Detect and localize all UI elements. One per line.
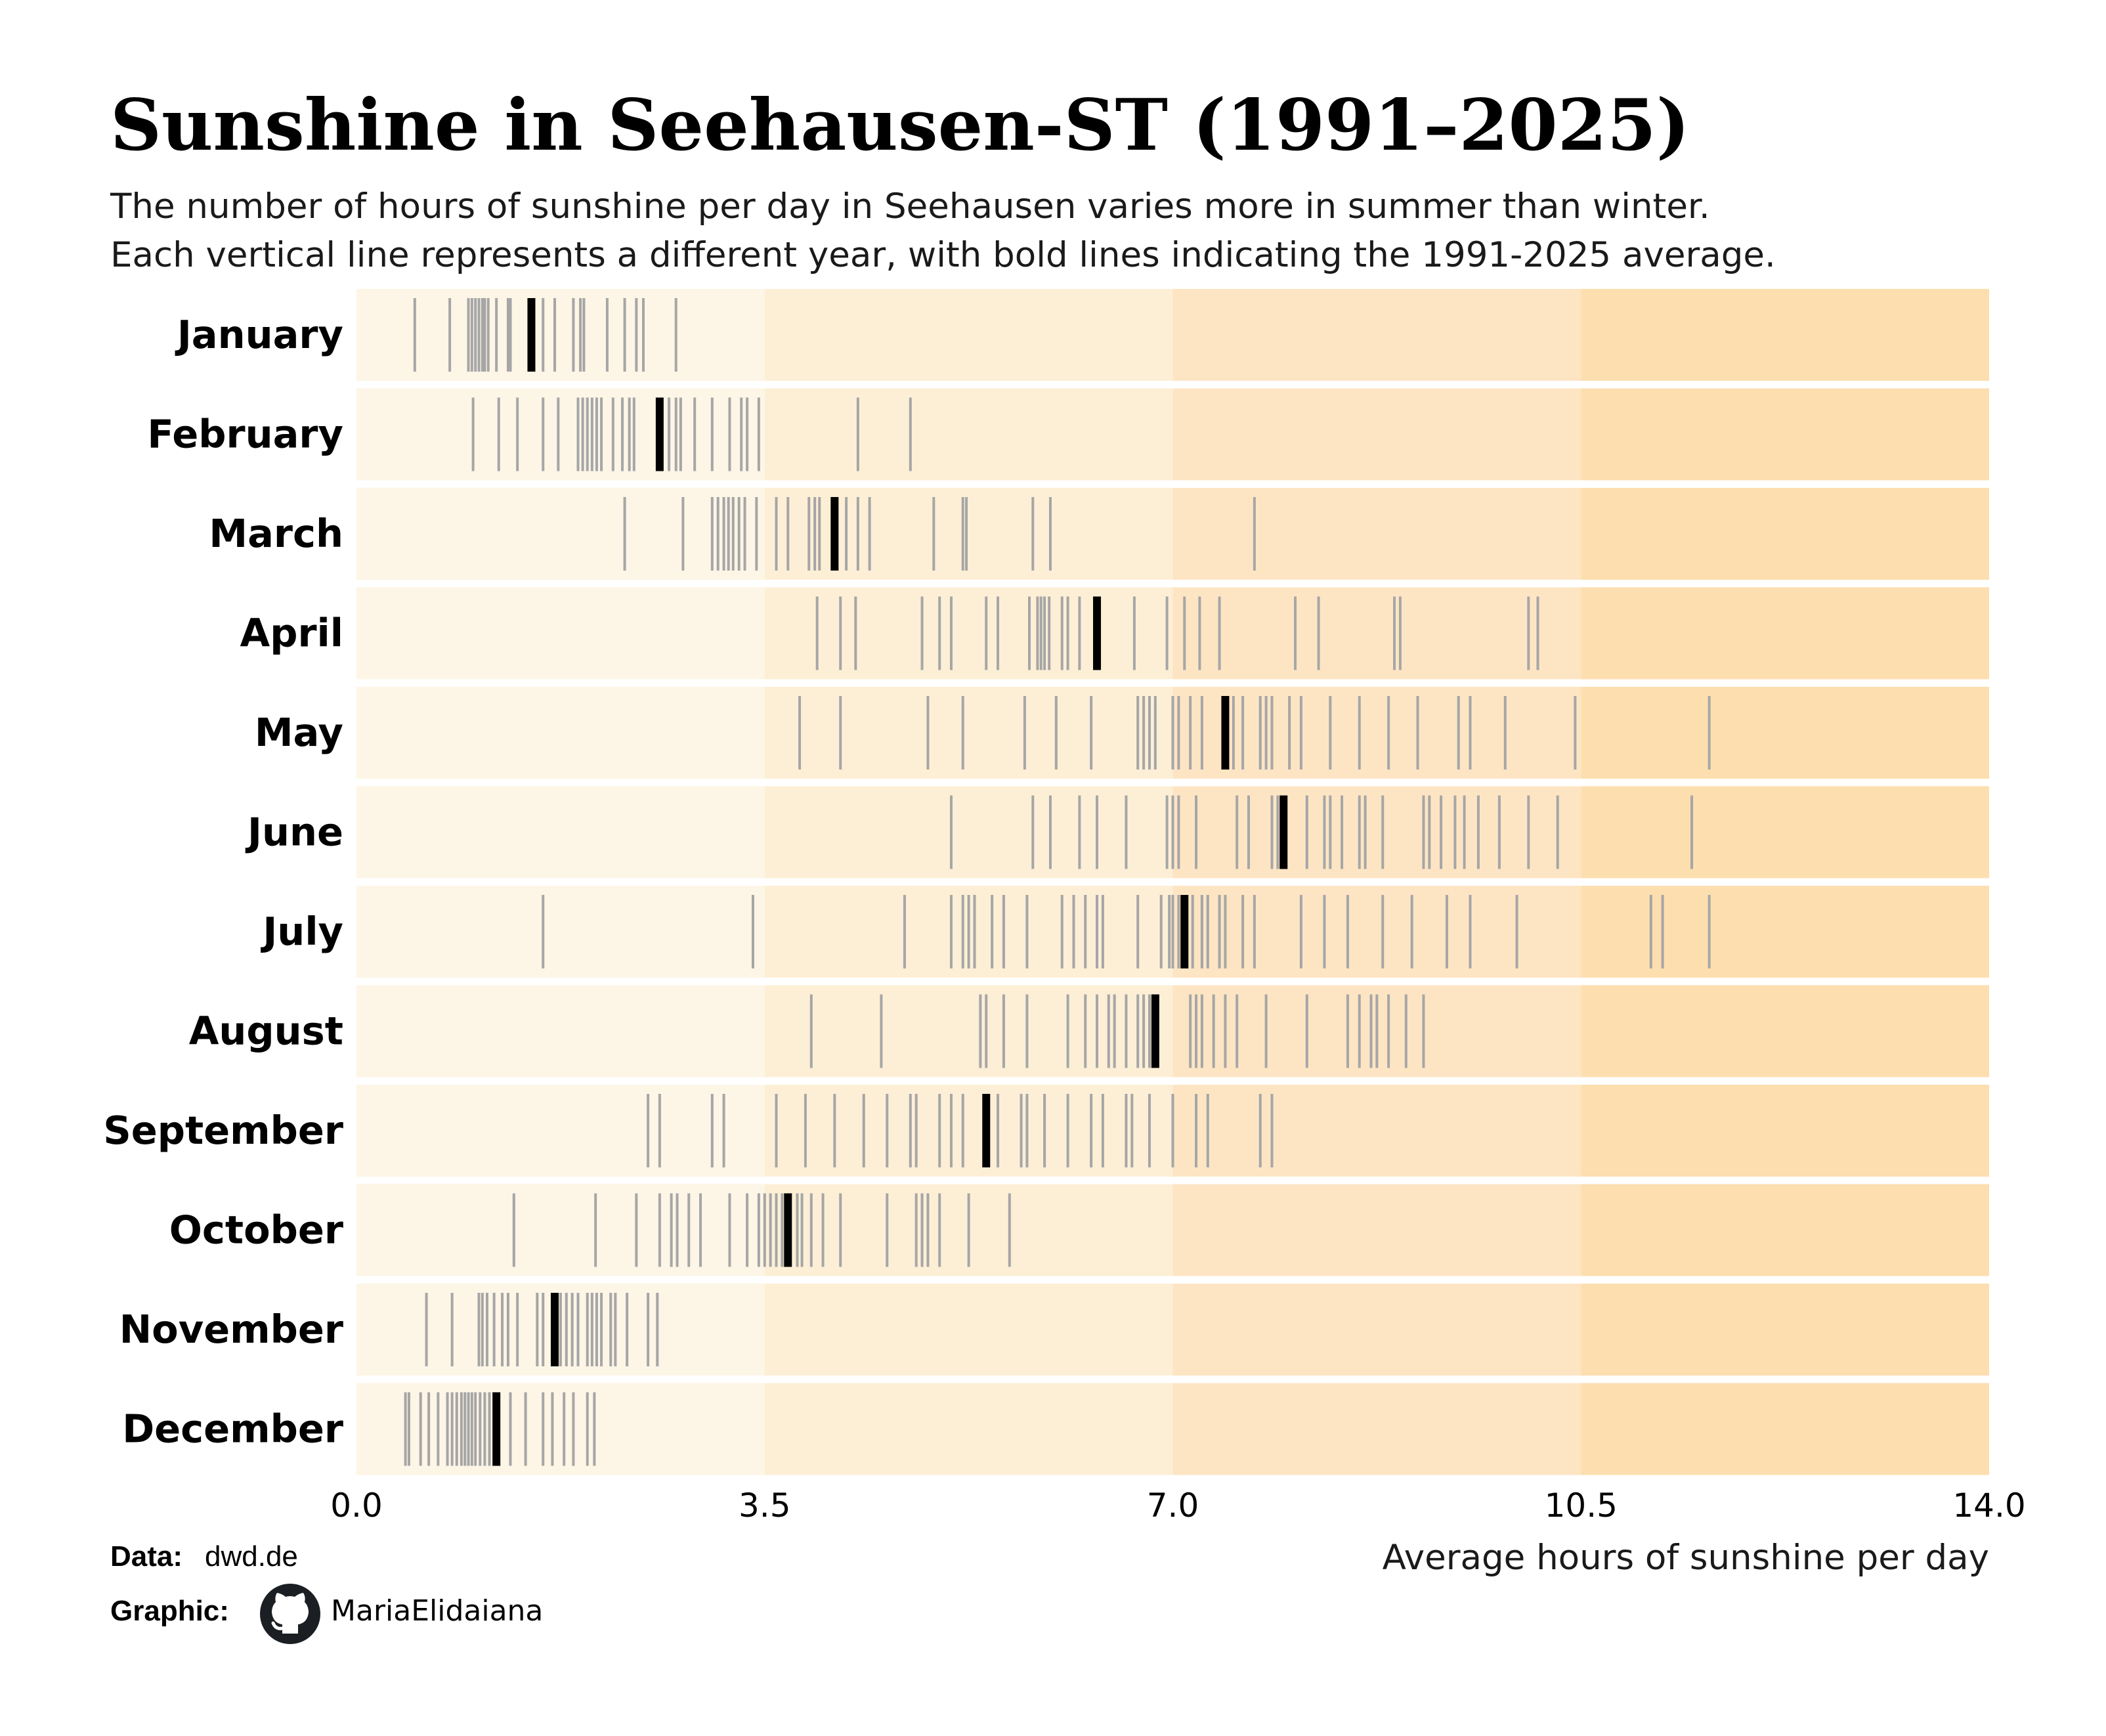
band-december-0 (356, 1383, 765, 1475)
month-label-october: October (169, 1207, 343, 1253)
band-february-0 (356, 388, 765, 481)
band-august-3 (1581, 985, 1989, 1077)
band-september-2 (1172, 1085, 1581, 1177)
band-may-3 (1581, 687, 1989, 779)
band-april-1 (764, 587, 1173, 680)
band-june-1 (764, 786, 1173, 879)
band-december-1 (764, 1383, 1173, 1475)
month-row-october: October (169, 1184, 1989, 1276)
band-december-2 (1172, 1383, 1581, 1475)
month-label-august: August (189, 1009, 343, 1054)
month-row-september: September (103, 1085, 1989, 1177)
month-row-january: January (175, 289, 1989, 381)
band-september-3 (1581, 1085, 1989, 1177)
band-june-3 (1581, 786, 1989, 879)
band-may-2 (1172, 687, 1581, 779)
band-january-1 (764, 289, 1173, 381)
band-april-0 (356, 587, 765, 680)
chart-title: Sunshine in Seehausen-ST (1991–2025) (110, 84, 1690, 167)
band-october-2 (1172, 1184, 1581, 1276)
x-tick-label-0: 0.0 (330, 1486, 383, 1525)
month-label-february: February (147, 412, 343, 457)
band-april-2 (1172, 587, 1581, 680)
month-label-march: March (209, 511, 343, 556)
month-row-may: May (255, 687, 1989, 779)
month-label-november: November (119, 1307, 343, 1352)
month-label-june: June (245, 810, 343, 855)
band-february-1 (764, 388, 1173, 481)
band-january-2 (1172, 289, 1581, 381)
band-december-3 (1581, 1383, 1989, 1475)
month-row-july: July (260, 886, 1989, 978)
credit-data-source: dwd.de (205, 1540, 298, 1573)
month-row-december: December (122, 1383, 1989, 1475)
chart-subtitle-line-2: Each vertical line represents a differen… (110, 235, 1776, 275)
month-row-november: November (119, 1284, 1989, 1376)
x-tick-label-2: 7.0 (1147, 1486, 1199, 1525)
month-label-december: December (122, 1406, 343, 1452)
band-march-0 (356, 488, 765, 580)
band-march-2 (1172, 488, 1581, 580)
month-row-february: February (147, 388, 1989, 481)
band-march-1 (764, 488, 1173, 580)
month-row-march: March (209, 488, 1989, 580)
credit-graphic-author: MariaElidaiana (331, 1594, 543, 1628)
x-tick-label-4: 14.0 (1952, 1486, 2025, 1525)
band-august-1 (764, 985, 1173, 1077)
month-label-may: May (255, 710, 343, 755)
credit-data-label: Data: (110, 1540, 183, 1573)
band-november-2 (1172, 1284, 1581, 1376)
band-july-3 (1581, 886, 1989, 978)
month-rows: January February March April May June July Augu… (103, 289, 1989, 1475)
month-label-september: September (103, 1108, 343, 1153)
month-row-april: April (240, 587, 1989, 680)
band-may-0 (356, 687, 765, 779)
credit-graphic-label: Graphic: (110, 1595, 229, 1627)
band-july-2 (1172, 886, 1581, 978)
band-july-0 (356, 886, 765, 978)
band-november-1 (764, 1284, 1173, 1376)
band-october-3 (1581, 1184, 1989, 1276)
band-march-3 (1581, 488, 1989, 580)
band-april-3 (1581, 587, 1989, 680)
band-january-0 (356, 289, 765, 381)
band-november-3 (1581, 1284, 1989, 1376)
chart-subtitle-line-1: The number of hours of sunshine per day … (110, 186, 1710, 227)
month-label-july: July (260, 909, 343, 954)
x-axis-ticks: 0.0 3.5 7.0 10.5 14.0 (330, 1486, 2025, 1525)
band-october-0 (356, 1184, 765, 1276)
x-tick-label-1: 3.5 (739, 1486, 791, 1525)
month-row-august: August (189, 985, 1989, 1077)
band-june-0 (356, 786, 765, 879)
month-label-april: April (240, 611, 343, 656)
github-icon (260, 1584, 320, 1644)
x-axis-title: Average hours of sunshine per day (1383, 1538, 1989, 1578)
band-september-0 (356, 1085, 765, 1177)
month-label-january: January (175, 312, 343, 357)
x-tick-label-3: 10.5 (1545, 1486, 1618, 1525)
month-row-june: June (245, 786, 1989, 879)
band-september-1 (764, 1085, 1173, 1177)
band-february-2 (1172, 388, 1581, 481)
band-january-3 (1581, 289, 1989, 381)
band-june-2 (1172, 786, 1581, 879)
band-august-0 (356, 985, 765, 1077)
band-february-3 (1581, 388, 1989, 481)
band-may-1 (764, 687, 1173, 779)
